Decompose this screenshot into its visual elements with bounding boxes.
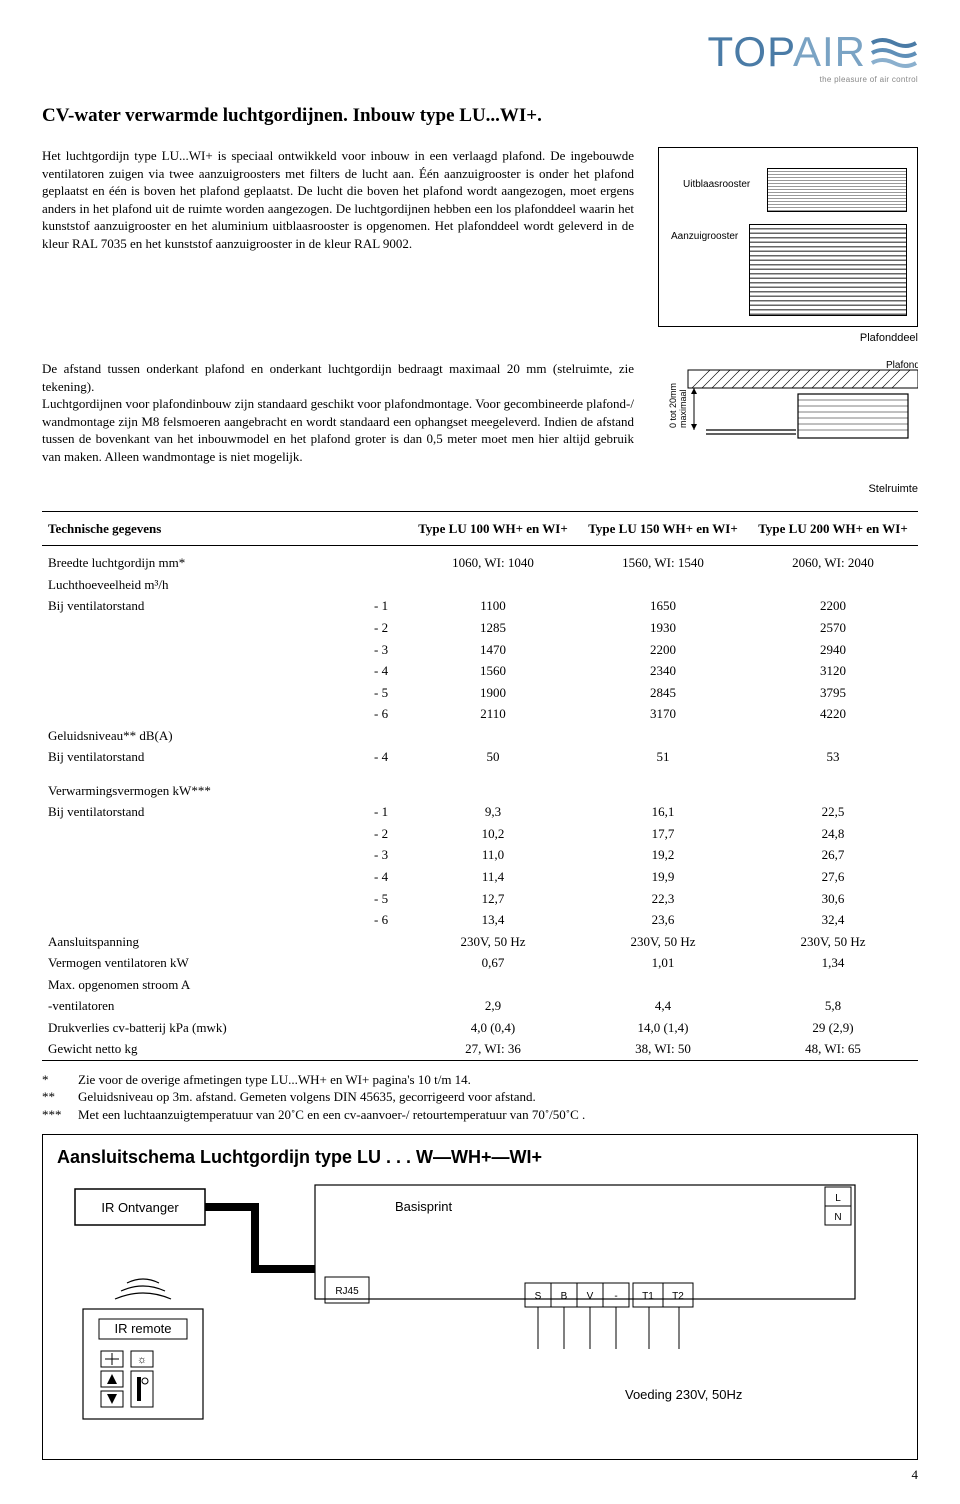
svg-text:N: N — [834, 1212, 841, 1223]
svg-text:T2: T2 — [672, 1291, 684, 1302]
table-row: - 5190028453795 — [42, 682, 918, 704]
figure-2: Plafond 0 tot 20mm maximaal Stelruim — [658, 360, 918, 497]
table-row: - 4156023403120 — [42, 660, 918, 682]
svg-text:L: L — [835, 1193, 841, 1204]
table-row: Bij ventilatorstand- 19,316,122,5 — [42, 801, 918, 823]
table-row: Geluidsniveau** dB(A) — [42, 725, 918, 747]
table-row: - 2128519302570 — [42, 617, 918, 639]
footnote: ***Met een luchtaanzuigtemperatuur van 2… — [42, 1106, 918, 1124]
th-col2: Type LU 150 WH+ en WI+ — [578, 511, 748, 546]
brand-text: TOPAIR — [708, 24, 866, 81]
schematic-title: Aansluitschema Luchtgordijn type LU . . … — [57, 1145, 903, 1169]
table-row: Max. opgenomen stroom A — [42, 974, 918, 996]
fig1-uitblaas-rect — [767, 168, 907, 212]
brand-logo: TOPAIR — [708, 24, 918, 81]
technical-table: Technische gegevens Type LU 100 WH+ en W… — [42, 511, 918, 1061]
rj45-label: RJ45 — [335, 1286, 359, 1297]
footnotes: *Zie voor de overige afmetingen type LU.… — [42, 1071, 918, 1124]
fig1-caption: Plafonddeel — [658, 331, 918, 346]
svg-text:S: S — [535, 1291, 542, 1302]
ir-ontvanger-label: IR Ontvanger — [101, 1200, 179, 1215]
voeding-label: Voeding 230V, 50Hz — [625, 1387, 742, 1402]
footnote: *Zie voor de overige afmetingen type LU.… — [42, 1071, 918, 1089]
paragraph-1: Het luchtgordijn type LU...WI+ is specia… — [42, 147, 634, 252]
th-col3: Type LU 200 WH+ en WI+ — [748, 511, 918, 546]
table-row: - 512,722,330,6 — [42, 888, 918, 910]
svg-text:☼: ☼ — [137, 1354, 147, 1366]
th-label: Technische gegevens — [42, 511, 408, 546]
table-row: - 210,217,724,8 — [42, 823, 918, 845]
table-row: - 6211031704220 — [42, 703, 918, 725]
svg-text:maximaal: maximaal — [678, 389, 688, 428]
schematic-svg: IR Ontvanger Basisprint RJ45 L N S B V - T1 T… — [57, 1179, 903, 1429]
table-row: - 3147022002940 — [42, 639, 918, 661]
footnote: **Geluidsniveau op 3m. afstand. Gemeten … — [42, 1088, 918, 1106]
fig1-aanzuig-rect — [749, 224, 907, 316]
fig1-aanzuig-label: Aanzuigrooster — [671, 230, 738, 244]
figure-2-svg: Plafond 0 tot 20mm maximaal — [658, 360, 918, 480]
paragraph-2: De afstand tussen onderkant plafond en o… — [42, 360, 634, 465]
svg-text:0 tot 20mm: 0 tot 20mm — [668, 383, 678, 428]
svg-text:B: B — [561, 1291, 568, 1302]
section-1: Het luchtgordijn type LU...WI+ is specia… — [42, 147, 918, 346]
table-row: Verwarmingsvermogen kW*** — [42, 774, 918, 802]
table-row: - 311,019,226,7 — [42, 844, 918, 866]
figure-1-box: Uitblaasrooster Aanzuigrooster — [658, 147, 918, 327]
wave-icon — [870, 33, 918, 71]
svg-text:-: - — [614, 1291, 617, 1302]
svg-text:V: V — [587, 1291, 594, 1302]
table-row: -ventilatoren2,94,45,8 — [42, 995, 918, 1017]
figure-1: Uitblaasrooster Aanzuigrooster Plafondde… — [658, 147, 918, 346]
table-row: Vermogen ventilatoren kW0,671,011,34 — [42, 952, 918, 974]
svg-text:T1: T1 — [642, 1291, 654, 1302]
table-row: Aansluitspanning230V, 50 Hz230V, 50 Hz23… — [42, 931, 918, 953]
page-number: 4 — [42, 1466, 918, 1484]
table-row: Luchthoeveelheid m³/h — [42, 574, 918, 596]
fig2-caption: Stelruimte — [658, 482, 918, 497]
table-header-row: Technische gegevens Type LU 100 WH+ en W… — [42, 511, 918, 546]
table-row: Breedte luchtgordijn mm*1060, WI: 104015… — [42, 546, 918, 574]
schematic: Aansluitschema Luchtgordijn type LU . . … — [42, 1134, 918, 1461]
ir-remote-label: IR remote — [114, 1321, 171, 1336]
basisprint-label: Basisprint — [395, 1199, 452, 1214]
page-title: CV-water verwarmde luchtgordijnen. Inbou… — [42, 103, 918, 129]
fig1-uitblaas-label: Uitblaasrooster — [683, 178, 750, 192]
table-row: - 411,419,927,6 — [42, 866, 918, 888]
brand-header: TOPAIR the pleasure of air control — [42, 24, 918, 85]
table-row: Bij ventilatorstand- 4505153 — [42, 746, 918, 768]
table-row: Gewicht netto kg27, WI: 3638, WI: 5048, … — [42, 1038, 918, 1060]
table-row: - 613,423,632,4 — [42, 909, 918, 931]
table-row: Drukverlies cv-batterij kPa (mwk)4,0 (0,… — [42, 1017, 918, 1039]
table-row: Bij ventilatorstand- 1110016502200 — [42, 595, 918, 617]
th-col1: Type LU 100 WH+ en WI+ — [408, 511, 578, 546]
fig2-plafond-label: Plafond — [886, 360, 918, 371]
section-2: De afstand tussen onderkant plafond en o… — [42, 360, 918, 497]
